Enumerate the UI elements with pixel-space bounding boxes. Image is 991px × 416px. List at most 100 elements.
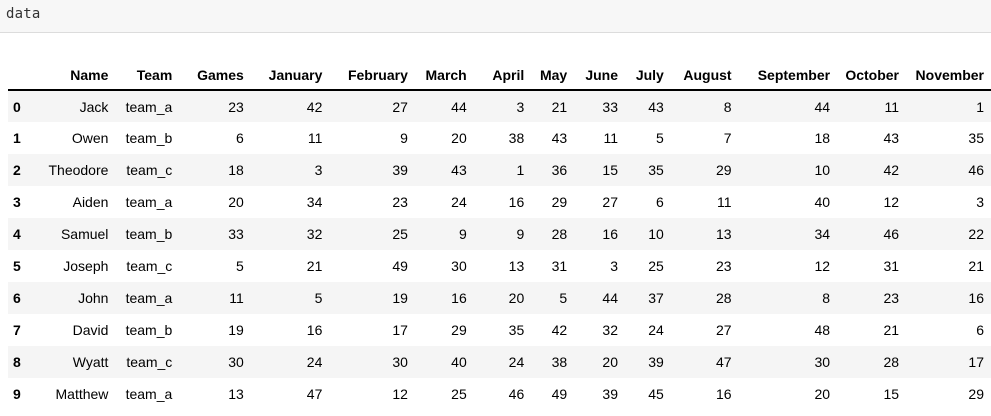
table-cell: 38 bbox=[508, 130, 525, 146]
table-cell: 5 bbox=[559, 290, 568, 306]
table-cell: 28 bbox=[883, 354, 900, 370]
table-row: 6 John team_a 11 5 19 16 20 5 44 37 28 8 23 16 bbox=[8, 282, 991, 314]
table-cell: 39 bbox=[648, 354, 664, 370]
table-cell: 30 bbox=[451, 258, 467, 274]
table-cell: 35 bbox=[968, 130, 984, 146]
table-cell: 30 bbox=[814, 354, 831, 370]
table-cell: 12 bbox=[392, 386, 408, 402]
row-index: 1 bbox=[13, 130, 21, 146]
table-cell: 44 bbox=[602, 290, 618, 306]
table-cell: 23 bbox=[883, 290, 900, 306]
table-cell: 1 bbox=[976, 98, 984, 115]
row-index: 4 bbox=[13, 226, 21, 242]
table-row: 3 Aiden team_a 20 34 23 24 16 29 27 6 11 40 12 3 bbox=[8, 186, 991, 218]
table-cell: 34 bbox=[306, 194, 323, 210]
table-cell: team_c bbox=[126, 258, 173, 274]
table-cell: 16 bbox=[306, 322, 323, 338]
table-cell: 16 bbox=[508, 194, 525, 210]
table-cell: 5 bbox=[236, 258, 244, 274]
column-header: Name bbox=[29, 60, 116, 91]
row-index: 7 bbox=[13, 322, 21, 338]
table-cell: Aiden bbox=[72, 194, 109, 210]
table-cell: 32 bbox=[602, 322, 618, 338]
table-cell: 17 bbox=[392, 322, 408, 338]
table-cell: 9 bbox=[458, 226, 467, 242]
table-cell: Owen bbox=[71, 130, 109, 146]
table-cell: 40 bbox=[451, 354, 467, 370]
table-cell: 20 bbox=[814, 386, 831, 402]
table-cell: team_c bbox=[126, 162, 173, 178]
table-cell: 8 bbox=[723, 98, 732, 115]
cell-output: Name Team Games January February March A… bbox=[8, 60, 991, 410]
table-cell: 30 bbox=[228, 354, 244, 370]
row-index: 5 bbox=[13, 258, 21, 274]
table-cell: 33 bbox=[228, 226, 244, 242]
table-cell: 45 bbox=[648, 386, 664, 402]
table-cell: 49 bbox=[551, 386, 568, 402]
table-cell: 10 bbox=[814, 162, 831, 178]
table-row: 5 Joseph team_c 5 21 49 30 13 31 3 25 23 12 31 21 bbox=[8, 250, 991, 282]
table-cell: 20 bbox=[602, 354, 618, 370]
table-row: 7 David team_b 19 16 17 29 35 42 32 24 27 48 21 6 bbox=[8, 314, 991, 346]
table-cell: Theodore bbox=[48, 162, 109, 178]
table-cell: team_b bbox=[125, 322, 173, 338]
table-cell: 5 bbox=[656, 130, 664, 146]
table-cell: 12 bbox=[814, 258, 831, 274]
table-cell: 13 bbox=[716, 226, 732, 242]
table-cell: 20 bbox=[228, 194, 244, 210]
table-cell: 29 bbox=[551, 194, 568, 210]
table-cell: team_b bbox=[125, 130, 173, 146]
table-cell: 5 bbox=[314, 290, 323, 306]
dataframe-table: Name Team Games January February March A… bbox=[8, 60, 991, 410]
code-input-cell[interactable]: data bbox=[0, 0, 991, 33]
table-cell: 21 bbox=[968, 258, 984, 274]
column-header: Team bbox=[115, 60, 180, 91]
table-cell: John bbox=[78, 290, 109, 306]
table-cell: Matthew bbox=[55, 386, 109, 402]
table-cell: 6 bbox=[976, 322, 984, 338]
table-cell: 47 bbox=[716, 354, 732, 370]
column-header: Games bbox=[179, 60, 251, 91]
column-header: August bbox=[670, 60, 739, 91]
column-header: January bbox=[250, 60, 330, 91]
column-header: September bbox=[738, 60, 838, 91]
table-cell: 39 bbox=[392, 162, 408, 178]
table-cell: 7 bbox=[723, 130, 732, 146]
table-cell: 38 bbox=[551, 354, 568, 370]
table-cell: 43 bbox=[883, 130, 900, 146]
table-cell: 30 bbox=[392, 354, 408, 370]
table-cell: team_a bbox=[125, 194, 173, 210]
table-cell: Joseph bbox=[63, 258, 109, 274]
table-cell: 33 bbox=[602, 98, 618, 115]
table-cell: 43 bbox=[551, 130, 568, 146]
table-cell: 12 bbox=[883, 194, 900, 210]
table-cell: team_c bbox=[126, 354, 173, 370]
table-cell: 25 bbox=[392, 226, 408, 242]
table-cell: 29 bbox=[968, 386, 984, 402]
table-cell: 25 bbox=[648, 258, 664, 274]
table-cell: 40 bbox=[814, 194, 831, 210]
table-cell: 37 bbox=[648, 290, 664, 306]
table-cell: Samuel bbox=[60, 226, 109, 242]
table-cell: 15 bbox=[883, 386, 900, 402]
table-cell: 42 bbox=[306, 98, 323, 115]
table-cell: 23 bbox=[716, 258, 732, 274]
table-cell: 24 bbox=[508, 354, 525, 370]
table-cell: 13 bbox=[508, 258, 525, 274]
table-row: 4 Samuel team_b 33 32 25 9 9 28 16 10 13 34 46 22 bbox=[8, 218, 991, 250]
table-cell: 16 bbox=[602, 226, 618, 242]
row-index: 9 bbox=[13, 386, 21, 402]
table-cell: 3 bbox=[610, 258, 618, 274]
column-header: June bbox=[574, 60, 625, 91]
table-cell: 20 bbox=[508, 290, 525, 306]
table-cell: 19 bbox=[228, 322, 244, 338]
table-cell: 13 bbox=[228, 386, 244, 402]
table-cell: 32 bbox=[306, 226, 323, 242]
table-cell: 10 bbox=[648, 226, 664, 242]
table-cell: 25 bbox=[451, 386, 467, 402]
column-header: May bbox=[531, 60, 575, 91]
table-cell: 6 bbox=[656, 194, 664, 210]
table-cell: 20 bbox=[451, 130, 467, 146]
table-cell: 22 bbox=[968, 226, 984, 242]
row-index: 2 bbox=[13, 162, 21, 178]
